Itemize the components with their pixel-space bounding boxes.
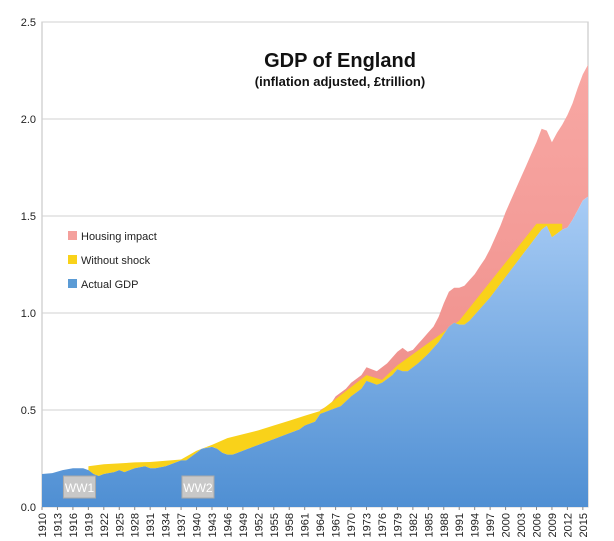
x-tick-label: 1949 <box>238 513 250 537</box>
x-tick-label: 1967 <box>331 513 343 537</box>
war-label-text: WW2 <box>183 481 213 495</box>
x-tick-label: 1916 <box>68 513 80 537</box>
x-tick-label: 1943 <box>207 513 219 537</box>
x-tick-label: 1964 <box>315 513 327 537</box>
x-tick-label: 1973 <box>362 513 374 537</box>
y-tick-label: 2.0 <box>21 114 36 126</box>
y-tick-label: 1.5 <box>21 211 36 223</box>
legend-swatch <box>68 279 77 288</box>
legend-label: Actual GDP <box>81 279 138 291</box>
war-label-2: WW2 <box>181 475 215 499</box>
x-tick-label: 1919 <box>83 513 95 537</box>
x-tick-label: 1982 <box>408 513 420 537</box>
x-tick-label: 2012 <box>562 513 574 537</box>
legend-item: Without shock <box>68 255 151 267</box>
y-tick-label: 2.5 <box>21 17 36 29</box>
x-tick-label: 1922 <box>99 513 111 537</box>
x-tick-label: 1991 <box>454 513 466 537</box>
legend-label: Housing impact <box>81 231 157 243</box>
x-tick-label: 1955 <box>269 513 281 537</box>
x-tick-label: 1913 <box>52 513 64 537</box>
x-tick-label: 2000 <box>501 513 513 537</box>
chart-subtitle: (inflation adjusted, £trillion) <box>255 74 425 89</box>
x-tick-label: 1985 <box>423 513 435 537</box>
x-tick-label: 1946 <box>222 513 234 537</box>
x-tick-label: 1934 <box>161 513 173 537</box>
war-label-box <box>62 475 97 499</box>
x-tick-label: 2009 <box>547 513 559 537</box>
x-tick-label: 2003 <box>516 513 528 537</box>
war-label-box <box>181 475 215 499</box>
x-tick-label: 1994 <box>470 513 482 537</box>
x-tick-label: 1958 <box>284 513 296 537</box>
x-tick-label: 1988 <box>439 513 451 537</box>
y-tick-label: 0.5 <box>21 405 36 417</box>
series-areas <box>42 64 588 507</box>
legend-swatch <box>68 255 77 264</box>
x-tick-label: 1952 <box>253 513 265 537</box>
x-tick-label: 1979 <box>392 513 404 537</box>
war-annotations: WW1 WW2 <box>62 475 215 499</box>
x-tick-label: 2006 <box>531 513 543 537</box>
x-tick-label: 1961 <box>300 513 312 537</box>
x-tick-label: 1976 <box>377 513 389 537</box>
war-label-1: WW1 <box>62 475 97 499</box>
x-tick-label: 1931 <box>145 513 157 537</box>
actual-gdp-area <box>42 196 588 507</box>
chart-title: GDP of England <box>264 50 416 72</box>
x-tick-label: 1940 <box>192 513 204 537</box>
x-axis-ticks: 1910 1913 1916 1919 1922 1925 1928 1931 1934 1937… <box>37 507 590 537</box>
y-axis-ticks: 0.0 0.5 1.0 1.5 2.0 2.5 <box>21 17 36 514</box>
x-tick-label: 1928 <box>130 513 142 537</box>
x-tick-label: 1997 <box>485 513 497 537</box>
legend: Housing impact Without shock Actual GDP <box>68 231 157 291</box>
legend-item: Actual GDP <box>68 279 138 291</box>
x-tick-label: 2015 <box>578 513 590 537</box>
y-tick-label: 1.0 <box>21 308 36 320</box>
y-tick-label: 0.0 <box>21 502 36 514</box>
x-tick-label: 1910 <box>37 513 49 537</box>
x-tick-label: 1937 <box>176 513 188 537</box>
legend-item: Housing impact <box>68 231 157 243</box>
legend-swatch <box>68 231 77 240</box>
legend-label: Without shock <box>81 255 151 267</box>
war-label-text: WW1 <box>65 481 95 495</box>
x-tick-label: 1925 <box>114 513 126 537</box>
x-tick-label: 1970 <box>346 513 358 537</box>
